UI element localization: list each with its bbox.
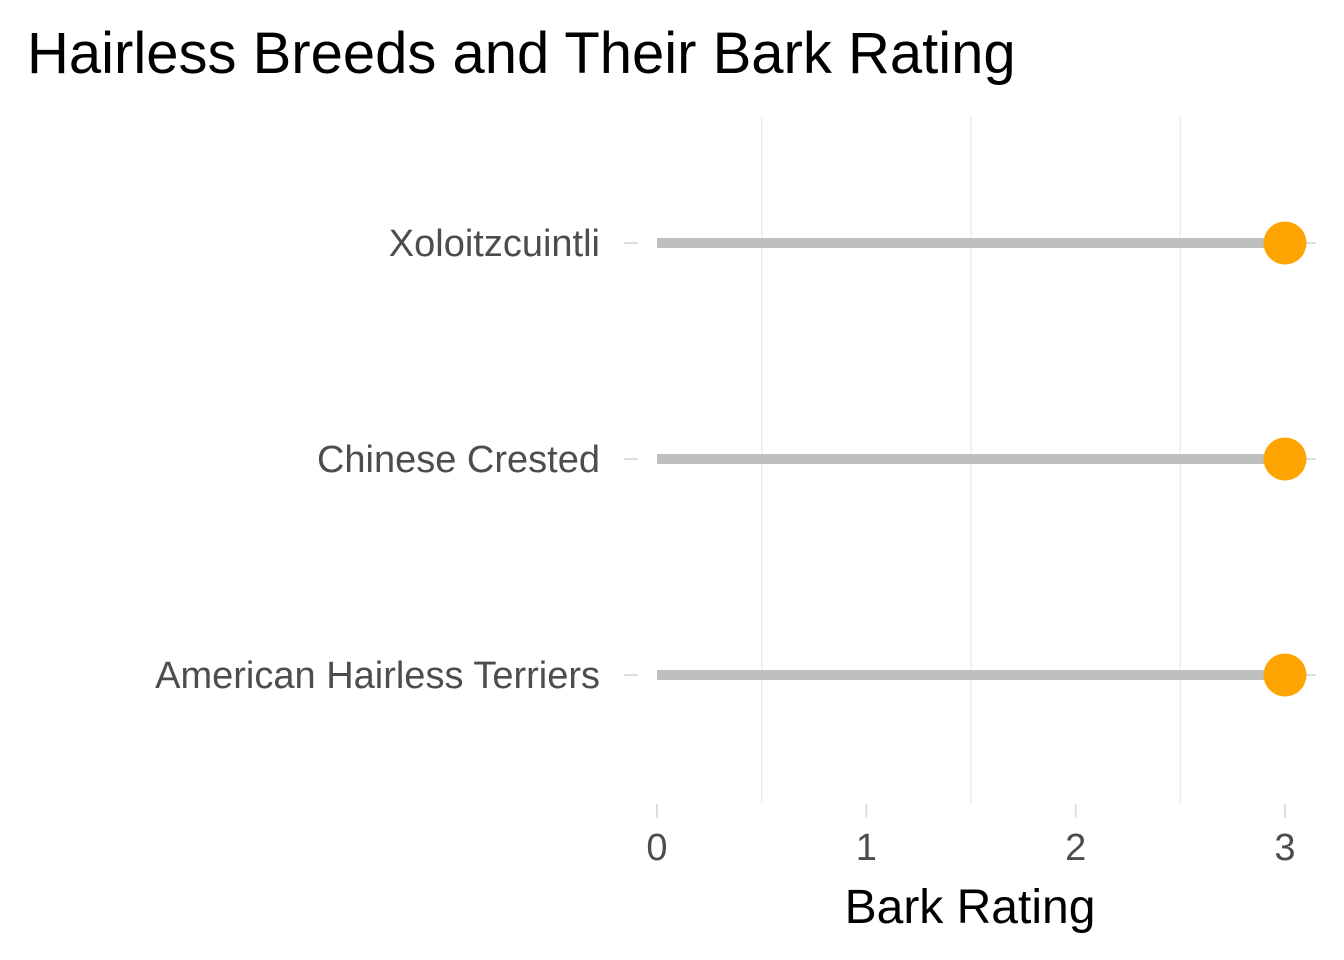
- lollipop-stems: [657, 238, 1285, 680]
- lollipop-point: [1263, 221, 1307, 265]
- chart-title: Hairless Breeds and Their Bark Rating: [27, 21, 1016, 86]
- x-tick-label: 2: [1065, 827, 1086, 869]
- x-axis-tick-labels: 0 1 2 3: [646, 827, 1295, 869]
- y-category-label: Xoloitzcuintli: [389, 223, 600, 265]
- x-axis-title: Bark Rating: [845, 881, 1096, 934]
- lollipop-point: [1263, 437, 1307, 481]
- x-tick-label: 3: [1274, 827, 1295, 869]
- x-axis-ticks: [656, 804, 1286, 818]
- lollipop-points: [1263, 221, 1307, 697]
- x-tick-label: 0: [646, 827, 667, 869]
- y-axis-labels: Xoloitzcuintli Chinese Crested American Ha…: [155, 223, 600, 697]
- y-category-label: American Hairless Terriers: [155, 655, 600, 697]
- y-category-label: Chinese Crested: [317, 439, 600, 481]
- x-tick-label: 1: [856, 827, 877, 869]
- lollipop-point: [1263, 653, 1307, 697]
